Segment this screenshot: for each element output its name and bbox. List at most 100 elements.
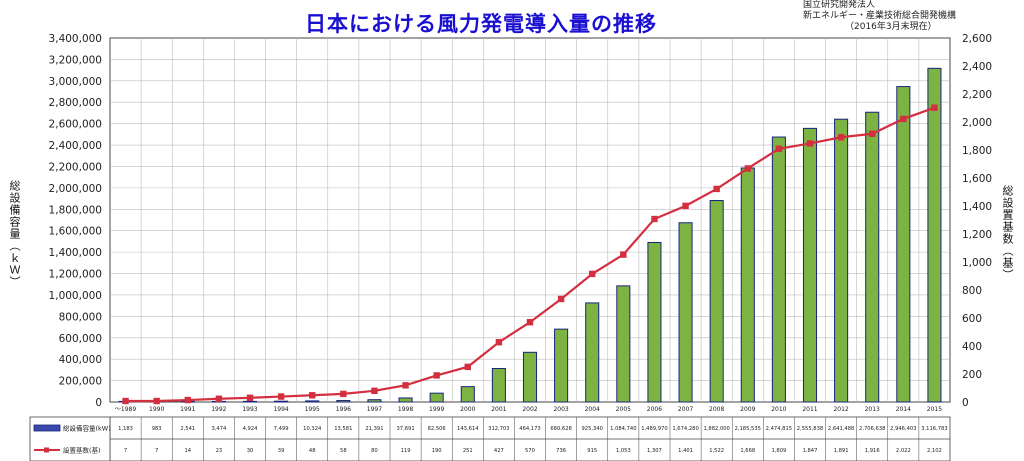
bar — [585, 302, 600, 403]
table-cell-count: 1,307 — [647, 448, 662, 454]
table-cell-capacity: 1,084,740 — [610, 426, 636, 432]
source-line-1: 国立研究開発法人 — [803, 0, 876, 10]
source-line-2: 新エネルギー・産業技術総合開発機構 — [803, 11, 957, 21]
y-tick-label: 3,000,000 — [49, 76, 102, 88]
y2-tick-label: 200 — [962, 369, 982, 381]
table-cell-count: 915 — [587, 448, 597, 454]
table-cell-capacity: 37,691 — [396, 426, 414, 432]
y2-tick-label: 800 — [962, 285, 982, 297]
y2-tick-label: 1,400 — [962, 201, 992, 213]
line-marker — [464, 363, 471, 371]
y2-tick-label: 1,000 — [962, 257, 992, 269]
table-cell-capacity: 2,541 — [180, 426, 195, 432]
legend-cell — [29, 416, 111, 461]
y-tick-label: 3,200,000 — [49, 54, 102, 66]
line-marker — [433, 372, 440, 379]
x-tick-label: 1991 — [180, 406, 195, 413]
table-cell-capacity: 7,499 — [274, 426, 289, 432]
table-cell-count: 119 — [401, 448, 411, 454]
line-marker — [869, 130, 876, 137]
bar — [896, 86, 911, 403]
table-cell-count: 2,102 — [927, 448, 942, 454]
table-cell-count: 14 — [184, 448, 191, 454]
table-cell-count: 58 — [340, 448, 347, 454]
y-tick-label: 800,000 — [59, 311, 102, 323]
x-tick-label: 1996 — [336, 406, 351, 413]
y-tick-label: 2,400,000 — [49, 140, 102, 152]
bar — [647, 241, 662, 403]
y-tick-label: 1,800,000 — [49, 204, 102, 216]
y-tick-label: 1,600,000 — [49, 226, 102, 238]
bar — [802, 127, 818, 403]
y-tick-label: 3,400,000 — [49, 33, 102, 45]
table-cell-capacity: 82,506 — [428, 426, 446, 432]
x-tick-label: 2005 — [616, 406, 631, 413]
y-axis-left-label: 総設備容量（ｋＷ） — [8, 180, 21, 288]
source-date: （2016年3月末現在） — [845, 22, 937, 32]
table-cell-count: 251 — [463, 448, 473, 454]
y2-tick-label: 400 — [962, 341, 982, 353]
x-tick-label: 1992 — [211, 406, 226, 413]
line-marker — [775, 145, 783, 152]
legend-label-bar: 総設備容量(kW) — [63, 424, 111, 433]
bar — [709, 200, 724, 403]
table-cell-capacity: 2,555,838 — [797, 426, 823, 432]
table-cell-capacity: 680,628 — [550, 426, 571, 432]
bar — [865, 111, 880, 403]
line-marker — [806, 140, 814, 147]
y2-tick-label: 0 — [962, 397, 969, 409]
table-cell-capacity: 143,614 — [457, 426, 479, 432]
x-tick-label: 1999 — [429, 406, 444, 413]
line-marker — [277, 393, 285, 400]
table-cell-count: 190 — [432, 448, 442, 454]
line-marker — [620, 251, 627, 258]
line-marker — [557, 295, 565, 303]
line-marker — [246, 394, 254, 401]
y2-tick-label: 1,800 — [962, 145, 992, 157]
x-tick-label: 2000 — [460, 406, 475, 413]
line-marker — [900, 115, 907, 123]
table-cell-capacity: 2,706,638 — [859, 426, 885, 432]
line-marker — [215, 395, 223, 402]
y-tick-label: 200,000 — [59, 376, 102, 388]
table-cell-capacity: 2,946,403 — [890, 426, 916, 432]
table-cell-capacity: 10,324 — [303, 426, 322, 432]
table-cell-capacity: 2,641,488 — [828, 426, 854, 432]
line-marker — [682, 202, 689, 210]
line-marker — [402, 382, 409, 389]
line-marker — [184, 396, 191, 404]
table-cell-capacity: 2,185,535 — [735, 426, 761, 432]
table-cell-count: 570 — [525, 448, 535, 454]
bar — [834, 118, 849, 403]
legend-swatch-marker — [44, 447, 49, 453]
y-tick-label: 1,400,000 — [49, 247, 102, 259]
bar — [274, 400, 289, 403]
line-marker — [122, 397, 129, 405]
x-tick-label: 1998 — [398, 406, 413, 413]
x-tick-label: 2010 — [771, 406, 786, 413]
table-cell-capacity: 3,474 — [211, 426, 227, 432]
source-attribution: 国立研究開発法人 新エネルギー・産業技術総合開発機構 （2016年3月末現在） — [803, 0, 956, 33]
bar — [927, 67, 942, 403]
line-marker — [495, 339, 503, 346]
y-axis-right-label: 総設置基数（基） — [1001, 185, 1014, 281]
bar — [740, 167, 755, 403]
line-marker — [713, 185, 720, 193]
table-cell-count: 1,522 — [709, 448, 724, 454]
x-tick-label: 2004 — [585, 406, 600, 413]
line-marker — [651, 215, 658, 223]
table-cell-capacity: 1,183 — [118, 426, 133, 432]
y-tick-label: 1,200,000 — [49, 269, 102, 281]
bar — [491, 368, 506, 403]
line-marker — [744, 165, 751, 172]
bar — [460, 386, 475, 403]
bar — [398, 397, 413, 403]
x-tick-label: ～1989 — [115, 406, 136, 413]
table-cell-count: 1,401 — [678, 448, 693, 454]
legend-swatch-bar — [33, 424, 61, 432]
table-cell-count: 39 — [278, 448, 285, 454]
y2-tick-label: 2,400 — [962, 61, 992, 73]
line-marker — [340, 390, 347, 398]
y-tick-label: 1,000,000 — [49, 290, 102, 302]
table-cell-count: 48 — [309, 448, 316, 454]
